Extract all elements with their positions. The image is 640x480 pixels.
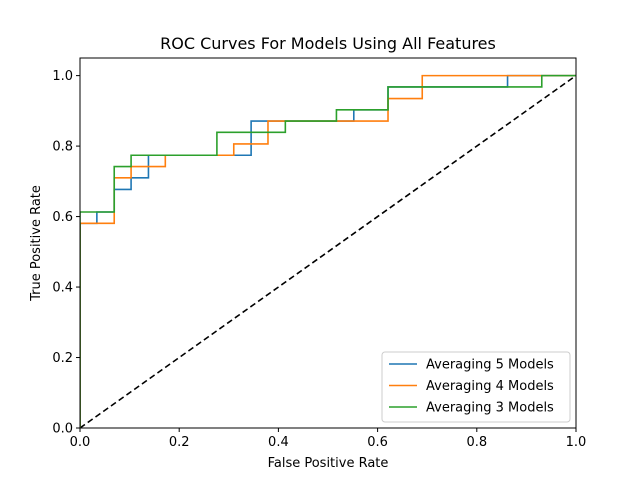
series-group — [80, 74, 576, 428]
y-tick-label: 0.8 — [52, 140, 73, 155]
legend-box — [381, 351, 571, 423]
legend: Averaging 5 Models Averaging 4 Models Aver… — [381, 351, 571, 423]
y-tick-label: 0.4 — [52, 281, 73, 296]
x-axis: 0.0 0.2 0.4 0.6 0.8 1.0 — [70, 428, 587, 450]
y-tick-label: 0.2 — [52, 351, 73, 366]
legend-label: Averaging 5 Models — [426, 358, 554, 373]
series-line-3 — [80, 74, 576, 428]
x-tick-label: 0.2 — [169, 435, 190, 450]
x-tick-label: 0.0 — [70, 435, 91, 450]
y-tick-label: 0.0 — [52, 422, 73, 437]
x-tick-label: 0.6 — [367, 435, 388, 450]
chart-title: ROC Curves For Models Using All Features — [160, 34, 496, 53]
legend-label: Averaging 3 Models — [426, 401, 554, 416]
y-tick-label: 1.0 — [52, 69, 73, 84]
y-axis-label: True Positive Rate — [29, 185, 44, 302]
y-tick-label: 0.6 — [52, 210, 73, 225]
x-tick-label: 0.4 — [268, 435, 289, 450]
chance-diagonal-line — [80, 74, 576, 428]
x-tick-label: 1.0 — [566, 435, 587, 450]
legend-label: Averaging 4 Models — [426, 379, 554, 394]
axes-frame — [79, 57, 577, 429]
x-axis-label: False Positive Rate — [268, 456, 389, 471]
x-tick-label: 0.8 — [466, 435, 487, 450]
plot-area — [80, 74, 576, 428]
y-axis: 0.0 0.2 0.4 0.6 0.8 1.0 — [52, 69, 80, 437]
